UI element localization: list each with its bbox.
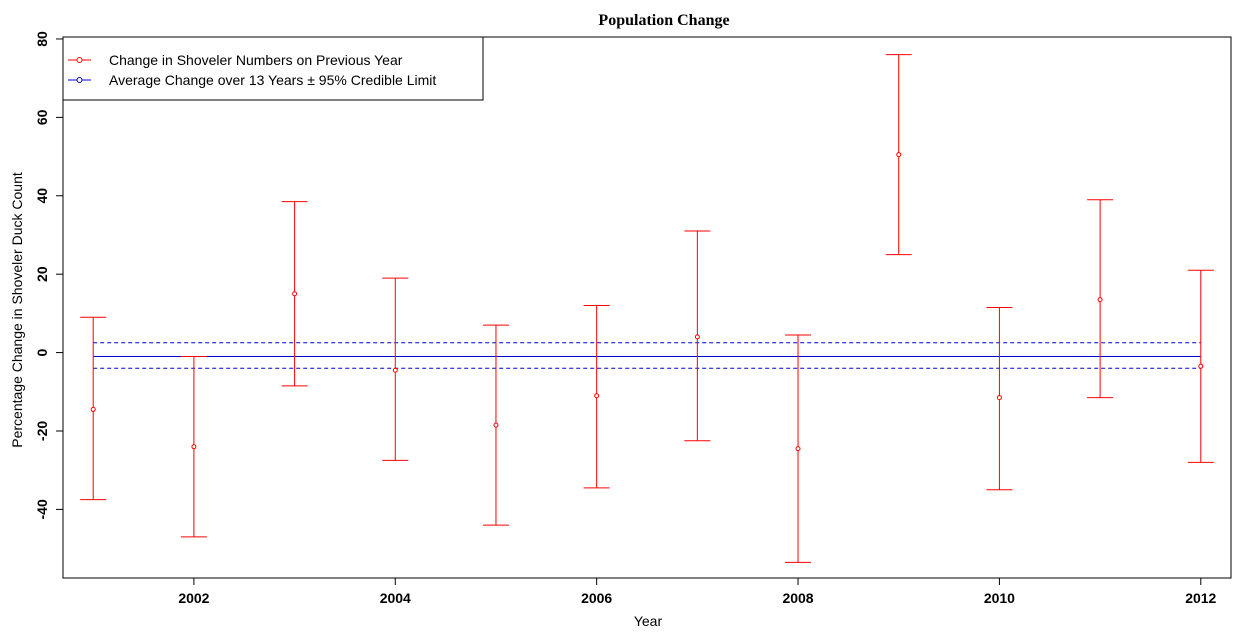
data-point <box>594 393 600 399</box>
data-point <box>90 406 96 412</box>
y-tick-label: -40 <box>34 499 50 519</box>
data-point <box>996 395 1002 401</box>
x-tick-label: 2006 <box>581 590 612 606</box>
data-point <box>392 367 398 373</box>
y-tick-label: 0 <box>34 348 50 356</box>
data-point <box>1198 363 1204 369</box>
data-point <box>292 291 298 297</box>
x-tick-label: 2002 <box>178 590 209 606</box>
x-tick-label: 2004 <box>380 590 411 606</box>
legend-swatch-marker <box>76 57 83 63</box>
legend-swatch-marker <box>76 77 83 83</box>
data-point <box>493 422 499 428</box>
chart-title: Population Change <box>598 12 729 29</box>
plot-frame <box>62 36 1232 579</box>
y-axis-label: Percentage Change in Shoveler Duck Count <box>9 172 25 448</box>
legend-entry: Change in Shoveler Numbers on Previous Y… <box>109 52 403 68</box>
y-tick-label: 80 <box>34 31 50 47</box>
legend-box <box>62 36 484 101</box>
y-tick-label: 20 <box>34 266 50 282</box>
y-tick-label: 40 <box>34 188 50 204</box>
legend-entry: Average Change over 13 Years ± 95% Credi… <box>109 72 436 88</box>
x-axis-label: Year <box>634 613 663 629</box>
x-tick-label: 2010 <box>984 590 1015 606</box>
data-point <box>1097 297 1103 303</box>
y-tick-label: -20 <box>34 421 50 441</box>
data-point <box>896 152 902 158</box>
x-tick-label: 2008 <box>782 590 813 606</box>
legend: Change in Shoveler Numbers on Previous Y… <box>62 36 484 101</box>
data-point <box>795 446 801 452</box>
y-tick-label: 60 <box>34 109 50 125</box>
data-point <box>191 444 197 450</box>
data-point <box>694 334 700 340</box>
x-tick-label: 2012 <box>1185 590 1216 606</box>
